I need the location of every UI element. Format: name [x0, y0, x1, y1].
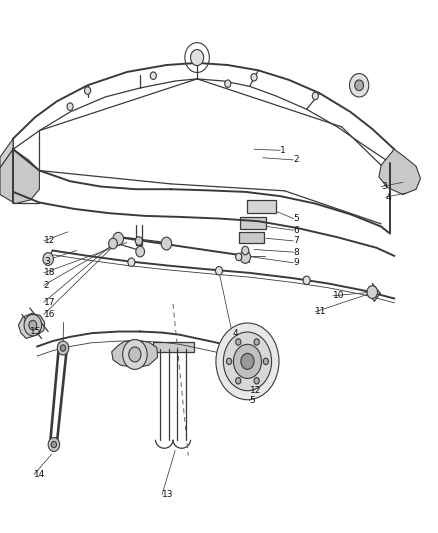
Text: 1: 1 — [280, 146, 286, 155]
Text: 4: 4 — [385, 193, 391, 201]
Circle shape — [150, 72, 156, 79]
FancyBboxPatch shape — [247, 200, 276, 213]
Circle shape — [215, 266, 223, 275]
Polygon shape — [379, 149, 420, 195]
Circle shape — [191, 50, 204, 66]
Circle shape — [236, 253, 242, 261]
Circle shape — [233, 344, 261, 378]
Text: 7: 7 — [293, 237, 299, 245]
FancyBboxPatch shape — [153, 342, 194, 352]
Text: 2: 2 — [44, 281, 49, 289]
Text: 3: 3 — [381, 182, 387, 191]
Text: 5: 5 — [293, 214, 299, 223]
Circle shape — [43, 253, 53, 265]
Circle shape — [67, 103, 73, 110]
Circle shape — [236, 377, 241, 384]
Circle shape — [236, 339, 241, 345]
Circle shape — [24, 314, 42, 336]
FancyBboxPatch shape — [240, 217, 266, 229]
Text: 15: 15 — [30, 327, 41, 336]
Text: 14: 14 — [34, 470, 46, 479]
Text: 17: 17 — [44, 298, 55, 306]
Circle shape — [29, 320, 37, 330]
Text: 9: 9 — [293, 259, 299, 267]
Circle shape — [303, 276, 310, 285]
Circle shape — [263, 358, 268, 365]
Circle shape — [216, 323, 279, 400]
Circle shape — [128, 258, 135, 266]
Circle shape — [85, 87, 91, 94]
Circle shape — [113, 232, 124, 245]
Circle shape — [225, 80, 231, 87]
Circle shape — [57, 341, 69, 355]
Text: 18: 18 — [44, 269, 55, 277]
Circle shape — [135, 237, 142, 245]
Circle shape — [123, 340, 147, 369]
Text: 12: 12 — [250, 386, 261, 394]
Text: 10: 10 — [333, 292, 344, 300]
Circle shape — [242, 246, 249, 255]
Text: 3: 3 — [44, 257, 49, 265]
Circle shape — [312, 92, 318, 100]
Circle shape — [254, 339, 259, 345]
Circle shape — [109, 238, 117, 249]
Text: 13: 13 — [162, 490, 173, 499]
Text: 4: 4 — [232, 329, 238, 337]
Polygon shape — [18, 313, 45, 338]
Circle shape — [240, 251, 251, 263]
Circle shape — [223, 332, 272, 391]
Circle shape — [129, 347, 141, 362]
Polygon shape — [112, 340, 158, 368]
Circle shape — [355, 80, 364, 91]
Circle shape — [241, 353, 254, 369]
Text: 5: 5 — [250, 397, 255, 405]
Circle shape — [60, 345, 66, 351]
Text: 6: 6 — [293, 226, 299, 235]
Circle shape — [161, 237, 172, 250]
Circle shape — [51, 441, 57, 448]
FancyBboxPatch shape — [239, 232, 264, 243]
Circle shape — [254, 377, 259, 384]
Circle shape — [48, 438, 60, 451]
Circle shape — [226, 358, 232, 365]
Text: 11: 11 — [315, 308, 327, 316]
Polygon shape — [0, 139, 13, 168]
Text: 8: 8 — [293, 248, 299, 256]
Circle shape — [136, 246, 145, 257]
Polygon shape — [0, 149, 39, 204]
Text: 16: 16 — [44, 310, 55, 319]
Circle shape — [251, 74, 257, 81]
Text: 2: 2 — [293, 156, 299, 164]
Circle shape — [350, 74, 369, 97]
Text: 12: 12 — [44, 237, 55, 245]
Circle shape — [367, 286, 378, 298]
